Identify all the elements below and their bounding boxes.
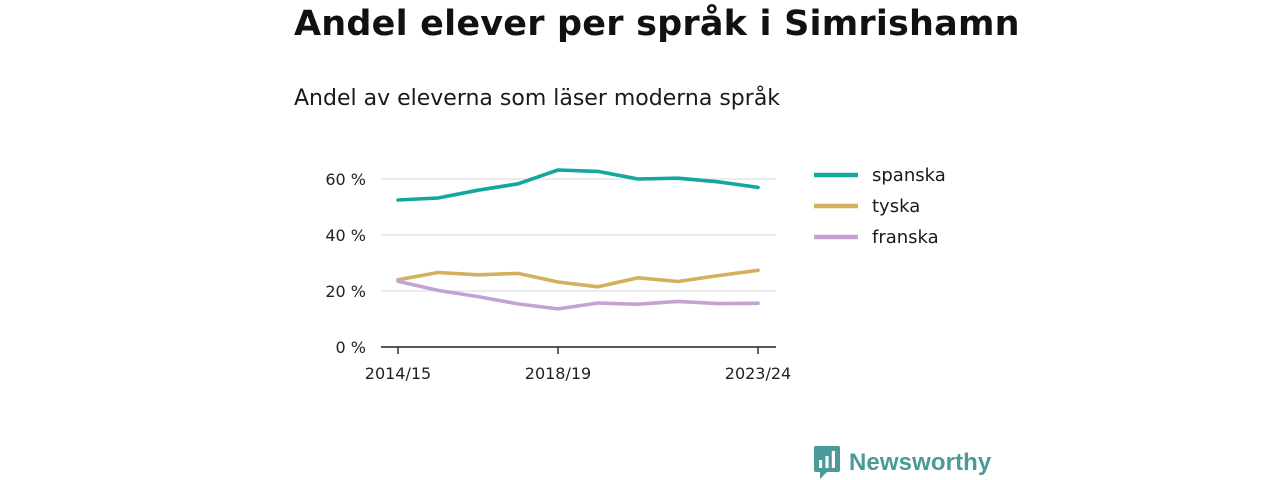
x-tick-label: 2018/19 — [525, 364, 591, 383]
x-tick-label: 2023/24 — [725, 364, 791, 383]
newsworthy-logo-icon — [814, 446, 840, 479]
legend-label-spanska: spanska — [872, 165, 946, 186]
y-axis: 0 % 20 % 40 % 60 % — [325, 170, 366, 357]
series-line-tyska — [396, 268, 760, 289]
series-lines — [396, 168, 760, 311]
legend: spanska tyska franska — [814, 165, 946, 248]
newsworthy-logo: Newsworthy — [814, 446, 991, 480]
brand-name: Newsworthy — [849, 449, 992, 476]
chart-title: Andel elever per språk i Simrishamn — [294, 4, 1020, 44]
legend-label-franska: franska — [872, 227, 939, 248]
y-tick-label: 40 % — [325, 226, 366, 245]
y-tick-label: 20 % — [325, 282, 366, 301]
x-axis-ticks: 2014/15 2018/19 2023/24 — [365, 347, 791, 383]
chart-subtitle: Andel av eleverna som läser moderna språ… — [294, 86, 781, 111]
y-tick-label: 0 % — [336, 338, 366, 357]
series-line-spanska — [396, 168, 760, 202]
legend-label-tyska: tyska — [872, 196, 920, 217]
x-tick-label: 2014/15 — [365, 364, 431, 383]
series-line-franska — [396, 279, 760, 311]
y-tick-label: 60 % — [325, 170, 366, 189]
